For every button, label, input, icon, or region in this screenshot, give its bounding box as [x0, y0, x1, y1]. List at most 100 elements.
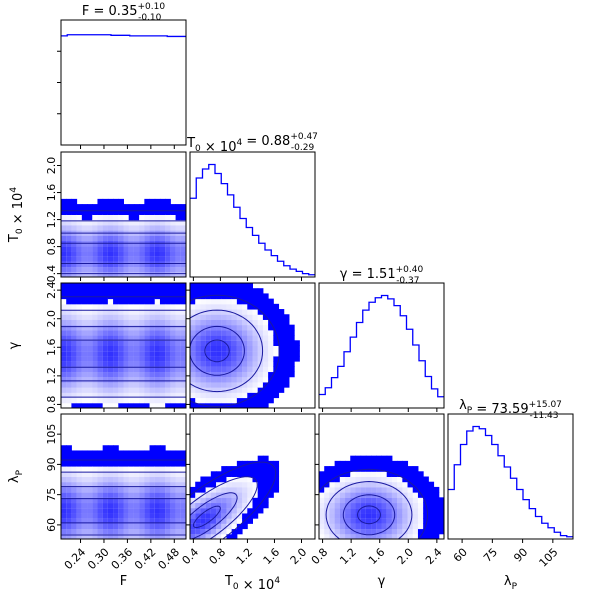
density-cell: [76, 392, 83, 399]
density-cell: [365, 533, 372, 539]
density-cell: [165, 381, 171, 388]
density-cell: [81, 361, 88, 367]
density-cell: [221, 398, 227, 404]
density-cell: [159, 528, 166, 535]
density-cell: [365, 497, 372, 504]
density-cell: [92, 319, 98, 326]
density-cell: [154, 303, 161, 310]
density-cell: [92, 492, 98, 498]
density-cell: [175, 219, 182, 226]
density-cell: [159, 219, 166, 226]
density-cell: [273, 387, 280, 393]
density-cell: [118, 371, 124, 378]
density-cell: [144, 235, 151, 242]
density-cell: [97, 350, 104, 357]
density-cell: [66, 387, 72, 393]
density-cell: [81, 486, 88, 493]
density-cell: [102, 507, 109, 514]
density-cell: [438, 512, 444, 519]
density-cell: [87, 466, 93, 472]
density-cell: [139, 335, 145, 341]
density-cell: [175, 518, 182, 524]
density-cell: [61, 471, 67, 477]
density-cell: [154, 261, 161, 268]
density-cell: [262, 355, 269, 362]
density-cell: [170, 283, 177, 289]
contour: [190, 309, 264, 393]
density-cell: [175, 204, 182, 210]
density-cell: [165, 376, 171, 383]
density-cell: [190, 335, 196, 341]
density-cell: [61, 476, 67, 483]
density-cell: [397, 486, 403, 493]
density-cell: [381, 492, 388, 498]
density-cell: [339, 486, 346, 493]
density-cell: [149, 376, 156, 383]
density-cell: [107, 366, 114, 373]
density-cell: [76, 471, 83, 477]
density-cell: [102, 381, 109, 388]
density-cell: [407, 512, 414, 519]
density-cell: [97, 523, 104, 530]
density-cell: [149, 392, 156, 399]
density-cell: [355, 471, 362, 477]
density-cell: [76, 235, 83, 242]
density-cell: [76, 523, 83, 530]
density-cell: [71, 309, 78, 315]
density-cell: [107, 492, 114, 498]
density-cell: [149, 319, 156, 326]
density-cell: [165, 266, 171, 273]
density-cell: [175, 355, 182, 362]
contour: [193, 505, 221, 528]
density-cell: [210, 366, 217, 373]
density-cell: [81, 319, 88, 326]
density-cell: [81, 460, 88, 467]
density-cell: [324, 533, 330, 539]
density-cell: [371, 533, 377, 539]
density-cell: [133, 298, 140, 305]
density-cell: [113, 355, 119, 362]
density-cell: [165, 523, 171, 530]
density-cell: [81, 466, 88, 472]
density-cell: [242, 314, 248, 320]
density-cell: [97, 371, 104, 378]
density-cell: [133, 335, 140, 341]
density-cell: [165, 528, 171, 535]
density-cell: [154, 466, 161, 472]
density-cell: [133, 497, 140, 504]
density-cell: [128, 245, 135, 252]
density-cell: [247, 309, 253, 315]
density-cell: [339, 481, 346, 488]
density-cell: [133, 329, 140, 336]
density-cell: [123, 481, 130, 488]
density-cell: [76, 266, 83, 273]
density-cell: [257, 392, 264, 399]
density-cell: [412, 528, 419, 535]
density-cell: [438, 528, 444, 535]
density-cell: [66, 397, 72, 404]
density-cell: [438, 507, 444, 514]
density-cell: [97, 528, 104, 535]
density-cell: [92, 314, 98, 320]
density-cell: [200, 324, 207, 331]
density-cell: [210, 314, 217, 320]
density-cell: [371, 533, 377, 539]
density-cell: [417, 512, 424, 519]
density-cell: [82, 466, 88, 472]
density-cell: [128, 466, 135, 472]
density-cell: [175, 497, 182, 504]
density-cell: [195, 528, 201, 535]
hist-gamma-frame: [318, 282, 445, 409]
density-cell: [154, 402, 161, 408]
density-cell: [273, 361, 280, 367]
density-cell: [87, 497, 93, 504]
density-cell: [149, 324, 156, 331]
density-cell: [190, 502, 196, 509]
density-cell: [200, 319, 207, 326]
density-cell: [76, 340, 83, 346]
density-cell: [205, 523, 212, 530]
density-cell: [165, 224, 171, 231]
density-cell: [149, 214, 156, 221]
density-cell: [273, 381, 280, 388]
density-cell: [66, 303, 72, 310]
